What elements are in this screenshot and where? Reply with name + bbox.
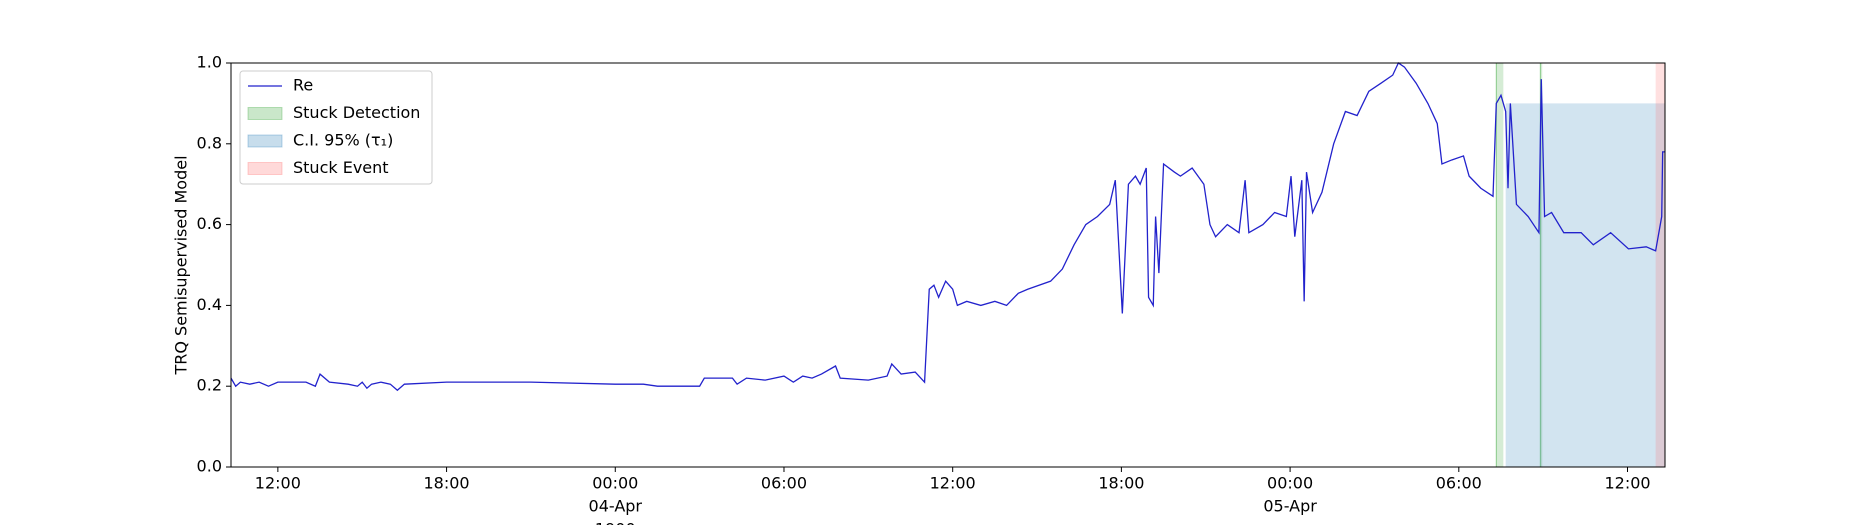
- x-tick-label: 12:00: [255, 474, 301, 493]
- legend-swatch: [247, 107, 283, 120]
- x-tick-label: 00:00: [592, 474, 638, 493]
- span: [1496, 63, 1504, 467]
- x-tick-label: 12:00: [1604, 474, 1650, 493]
- span: [1505, 103, 1665, 468]
- y-tick-label: 0.4: [197, 295, 222, 314]
- x-tick-label: 06:00: [761, 474, 807, 493]
- y-tick-label: 0.2: [197, 376, 222, 395]
- legend-box: [239, 70, 433, 185]
- plot-frame: [230, 62, 1666, 468]
- x-tick-label: 04-Apr: [589, 497, 643, 516]
- legend-label: Stuck Event: [293, 158, 389, 177]
- span: [1540, 63, 1543, 467]
- legend-swatch: [247, 162, 283, 175]
- y-tick-label: 0.8: [197, 133, 222, 152]
- span: [1655, 63, 1665, 467]
- y-tick-label: 0.6: [197, 214, 222, 233]
- legend-label: Stuck Detection: [293, 103, 420, 122]
- y-tick-label: 0.0: [197, 457, 222, 476]
- y-axis-label: TRQ Semisupervised Model: [172, 155, 191, 375]
- legend-swatch: [247, 134, 283, 148]
- x-tick-label: 05-Apr: [1263, 497, 1317, 516]
- data-line: [230, 62, 1665, 392]
- y-tick-label: 1.0: [197, 53, 222, 72]
- x-tick-label: 06:00: [1436, 474, 1482, 493]
- x-tick-label: 12:00: [930, 474, 976, 493]
- x-tick-label: 1900: [595, 520, 636, 525]
- x-tick-label: 18:00: [1098, 474, 1144, 493]
- legend: Re Stuck Detection C.I. 95% (τ₁) Stuck Even…: [239, 70, 433, 185]
- x-tick-label: 00:00: [1267, 474, 1313, 493]
- x-tick-label: 18:00: [424, 474, 470, 493]
- legend-label: Re: [293, 76, 313, 95]
- legend-label: C.I. 95% (τ₁): [293, 131, 393, 150]
